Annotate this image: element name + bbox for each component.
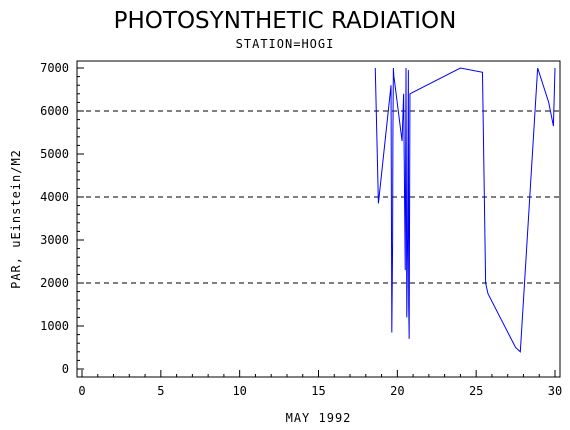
y-tick-label: 0 [62,362,69,376]
y-tick-label: 1000 [40,319,69,333]
y-tick-label: 7000 [40,61,69,75]
x-tick-label: 30 [548,384,562,398]
chart-subtitle: STATION=HOGI [236,37,335,51]
x-tick-label: 15 [311,384,325,398]
y-tick-label: 2000 [40,276,69,290]
reference-lines [77,110,560,284]
y-axis-label: PAR, uEinstein/M2 [9,149,23,289]
x-tick-label: 0 [78,384,85,398]
data-layer [374,67,556,353]
y-tick-label: 3000 [40,233,69,247]
x-tick-label: 10 [232,384,246,398]
y-tick-label: 4000 [40,190,69,204]
chart-title: PHOTOSYNTHETIC RADIATION [114,8,457,34]
x-tick-label: 25 [469,384,483,398]
x-tick-label: 20 [390,384,404,398]
y-tick-label: 5000 [40,147,69,161]
y-tick-label: 6000 [40,104,69,118]
plot-frame [76,60,561,378]
y-axis: 0 1000 2000 3000 4000 5000 6000 7000 [40,61,84,376]
x-axis-label: MAY 1992 [286,411,352,425]
x-tick-label: 5 [157,384,164,398]
x-axis: 0 5 10 15 20 25 30 [78,370,562,398]
series-line [374,67,556,353]
